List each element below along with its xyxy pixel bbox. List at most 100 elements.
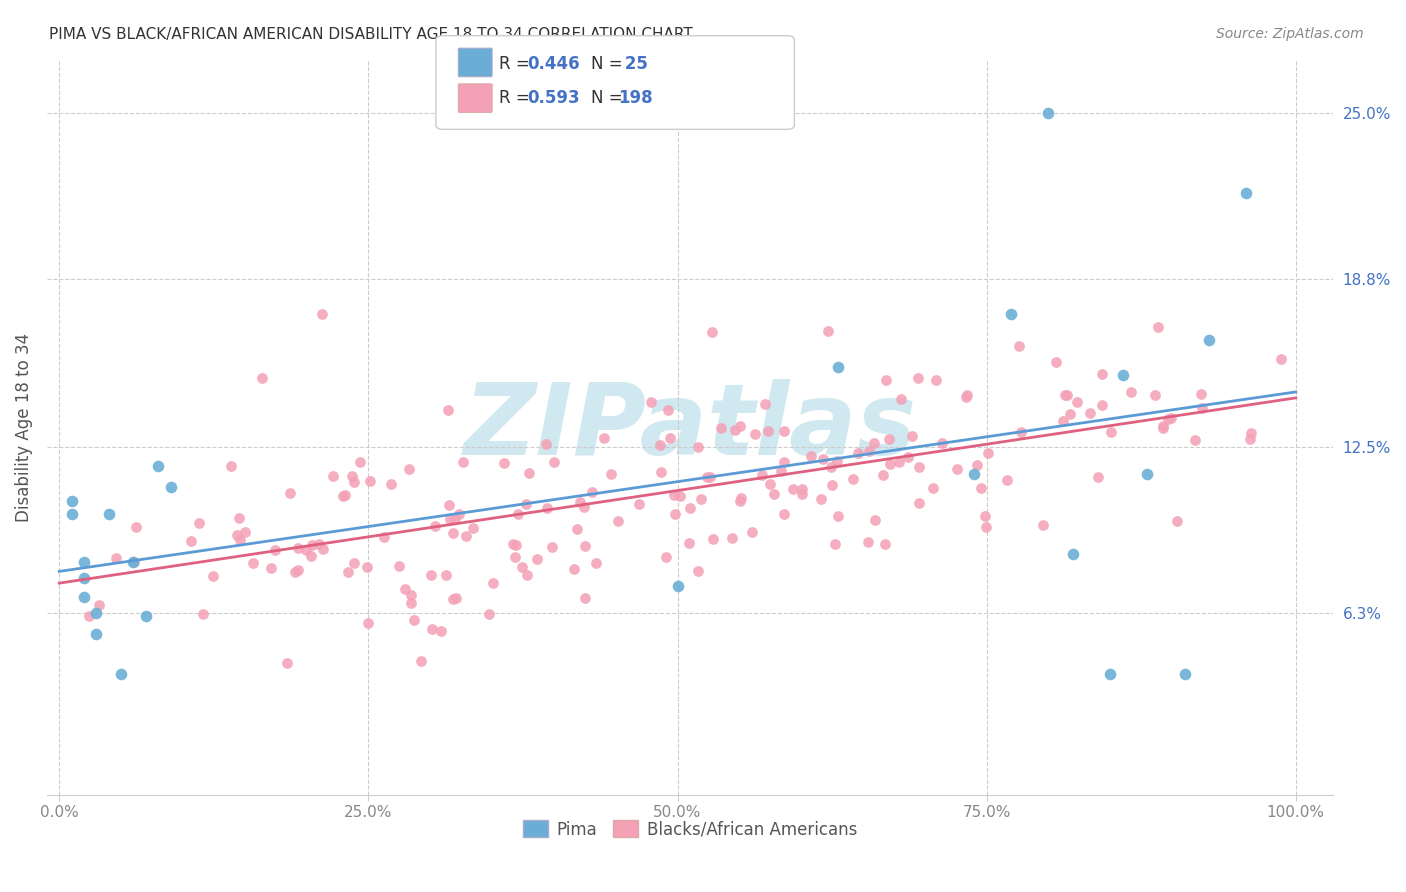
Point [343,475,366,489]
Point [312,542,335,557]
Point [669,489,692,503]
Point [966,458,988,472]
Point [73,571,96,585]
Point [879,457,901,471]
Point [260,561,283,575]
Point [229,533,252,548]
Point [1010,425,1032,440]
Point [690,491,713,506]
Point [762,487,785,501]
Point [505,549,527,564]
Point [657,403,679,417]
Point [97,507,120,521]
Point [1234,186,1257,201]
Point [399,588,422,602]
Point [506,507,529,521]
Point [907,371,929,385]
Point [1052,414,1074,428]
Point [332,489,354,503]
Y-axis label: Disability Age 18 to 34: Disability Age 18 to 34 [15,333,32,522]
Point [1173,667,1195,681]
Text: Source: ZipAtlas.com: Source: ZipAtlas.com [1216,27,1364,41]
Point [394,582,416,597]
Point [439,498,461,512]
Point [73,590,96,604]
Point [863,513,886,527]
Point [122,555,145,569]
Point [810,491,832,506]
Point [1000,307,1022,321]
Point [858,443,880,458]
Point [1111,368,1133,382]
Point [110,667,132,681]
Point [688,441,710,455]
Point [1239,432,1261,446]
Point [482,575,505,590]
Point [180,534,202,549]
Point [191,607,214,621]
Point [721,531,744,545]
Point [821,477,844,491]
Point [1152,421,1174,435]
Point [188,516,211,530]
Point [1087,470,1109,484]
Point [1007,339,1029,353]
Point [333,488,356,502]
Point [908,460,931,475]
Point [574,500,596,515]
Point [284,565,307,579]
Point [772,455,794,469]
Point [1045,355,1067,369]
Point [811,451,834,466]
Point [877,433,900,447]
Point [1160,410,1182,425]
Point [441,592,464,607]
Point [299,549,322,564]
Point [311,307,333,321]
Point [456,529,478,543]
Point [349,455,371,469]
Point [263,543,285,558]
Point [439,512,461,526]
Point [534,436,557,450]
Point [758,477,780,491]
Point [250,371,273,385]
Point [517,466,540,480]
Point [398,461,420,475]
Point [451,455,474,469]
Text: N =: N = [591,55,627,73]
Point [437,402,460,417]
Point [817,325,839,339]
Point [724,423,747,437]
Point [430,624,453,638]
Point [875,373,897,387]
Point [536,500,558,515]
Point [444,511,467,525]
Point [863,436,886,450]
Point [148,458,170,473]
Text: R =: R = [499,55,536,73]
Point [1166,514,1188,528]
Point [640,394,662,409]
Point [342,469,364,483]
Point [337,566,360,580]
Point [955,390,977,404]
Point [628,497,651,511]
Point [585,556,607,570]
Text: 25: 25 [619,55,648,73]
Point [502,537,524,551]
Point [287,541,309,555]
Point [159,480,181,494]
Point [1147,320,1170,334]
Point [1239,425,1261,440]
Point [995,474,1018,488]
Point [242,556,264,570]
Point [666,579,689,593]
Point [1091,367,1114,381]
Point [434,568,457,582]
Point [526,552,548,566]
Point [567,522,589,536]
Point [790,487,813,501]
Point [541,540,564,554]
Point [974,509,997,524]
